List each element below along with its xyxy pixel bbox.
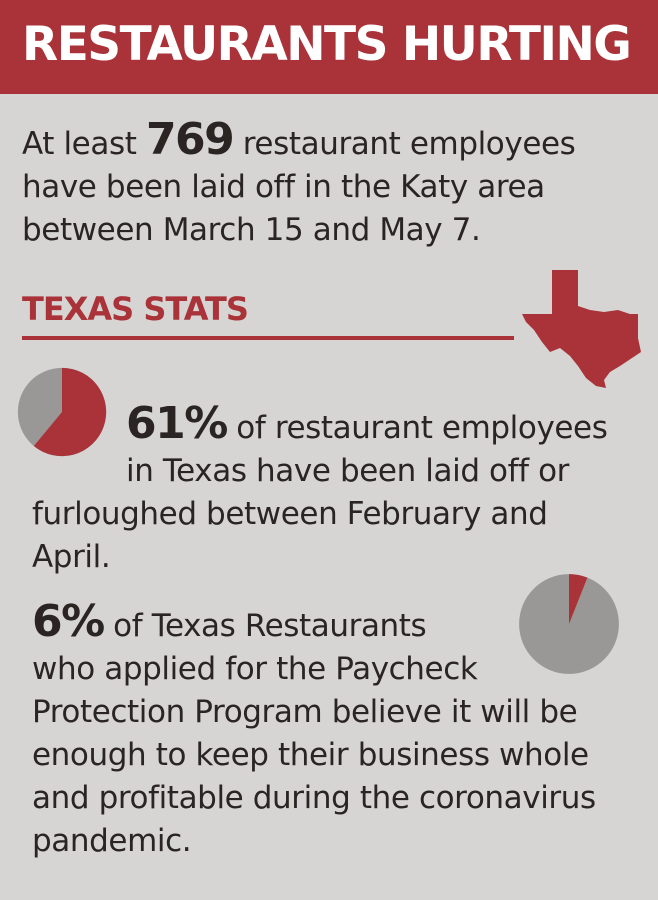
stat2-line-2: who applied for the Paycheck [32, 651, 478, 687]
stat2-line-6: pandemic. [32, 823, 192, 859]
texas-map-icon [522, 270, 641, 388]
stat1-line-3: furloughed between February and [32, 496, 548, 532]
stat1-line-1: 61% of restaurant employees [32, 402, 642, 450]
stat2-line-1-suffix: of Texas Restaurants [113, 608, 427, 644]
pie-percent-slice [569, 574, 588, 624]
stat-laid-off: 61% of restaurant employees in Texas hav… [32, 402, 642, 579]
intro-line-1: At least 769 restaurant employees [22, 118, 642, 166]
stat2-percent: 6% [32, 596, 105, 647]
section-title: TEXAS STATS [22, 290, 249, 328]
stat-ppp: 6% of Texas Restaurants who applied for … [32, 600, 642, 863]
intro-line-3: between March 15 and May 7. [22, 212, 481, 248]
section-divider [22, 336, 514, 340]
stat1-line-1-suffix: of restaurant employees [236, 410, 608, 446]
stat1-line-4: April. [32, 539, 111, 575]
layoff-pie-chart [17, 367, 107, 457]
stat1-line-2: in Texas have been laid off or [126, 453, 570, 489]
stat1-percent: 61% [126, 398, 228, 449]
intro-line-1-suffix: restaurant employees [242, 126, 576, 162]
pie-percent-slice [33, 367, 107, 457]
stat2-line-5: and profitable during the coronavirus [32, 780, 596, 816]
intro-prefix: At least [22, 126, 137, 162]
stat2-line-4: enough to keep their business whole [32, 737, 589, 773]
intro-text: At least 769 restaurant employees have b… [22, 118, 642, 252]
page-title: RESTAURANTS HURTING [22, 17, 632, 72]
intro-line-2: have been laid off in the Katy area [22, 169, 545, 205]
stat2-line-3: Protection Program believe it will be [32, 694, 578, 730]
header-banner: RESTAURANTS HURTING [0, 0, 658, 94]
ppp-pie-chart [519, 574, 619, 674]
layoff-count: 769 [145, 114, 235, 165]
stat2-line-1: 6% of Texas Restaurants [32, 600, 642, 648]
